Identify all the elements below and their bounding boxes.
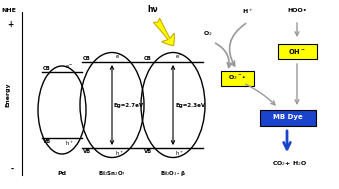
FancyBboxPatch shape bbox=[259, 109, 316, 125]
Text: e$^-$: e$^-$ bbox=[115, 53, 124, 61]
Text: NHE: NHE bbox=[1, 8, 16, 13]
Text: hν: hν bbox=[148, 5, 158, 14]
Text: +: + bbox=[8, 20, 14, 29]
Text: HOO•: HOO• bbox=[287, 8, 307, 13]
Text: CB: CB bbox=[83, 56, 91, 61]
Text: Bi$_2$Sn$_2$O$_7$: Bi$_2$Sn$_2$O$_7$ bbox=[98, 169, 126, 178]
FancyBboxPatch shape bbox=[220, 70, 254, 85]
Text: VB: VB bbox=[43, 139, 51, 144]
Text: MB Dye: MB Dye bbox=[273, 115, 302, 121]
Text: Energy: Energy bbox=[5, 83, 11, 107]
Text: CO$_2$+ H$_2$O: CO$_2$+ H$_2$O bbox=[272, 159, 307, 168]
Text: O$_2$$^-$•: O$_2$$^-$• bbox=[228, 74, 246, 82]
Text: VB: VB bbox=[83, 149, 91, 154]
Text: OH$^-$: OH$^-$ bbox=[288, 46, 306, 56]
FancyBboxPatch shape bbox=[278, 43, 317, 59]
Text: CB: CB bbox=[43, 66, 51, 71]
Text: VB: VB bbox=[144, 149, 152, 154]
Text: CB: CB bbox=[144, 56, 152, 61]
Text: Pd: Pd bbox=[58, 171, 66, 176]
Text: h$^+$: h$^+$ bbox=[175, 149, 184, 158]
Text: e$^-$: e$^-$ bbox=[65, 63, 74, 71]
Text: e$^-$: e$^-$ bbox=[175, 53, 184, 61]
Text: h$^+$: h$^+$ bbox=[115, 149, 124, 158]
Text: -: - bbox=[11, 165, 14, 174]
Text: Eg=2.3eV: Eg=2.3eV bbox=[175, 102, 205, 108]
Text: Eg=2.7eV: Eg=2.7eV bbox=[114, 102, 144, 108]
Text: H$^+$: H$^+$ bbox=[242, 7, 254, 16]
Text: O$_2$: O$_2$ bbox=[203, 29, 213, 38]
Text: h$^+$: h$^+$ bbox=[65, 139, 74, 148]
Text: Bi$_2$O$_3$- β: Bi$_2$O$_3$- β bbox=[160, 169, 186, 178]
